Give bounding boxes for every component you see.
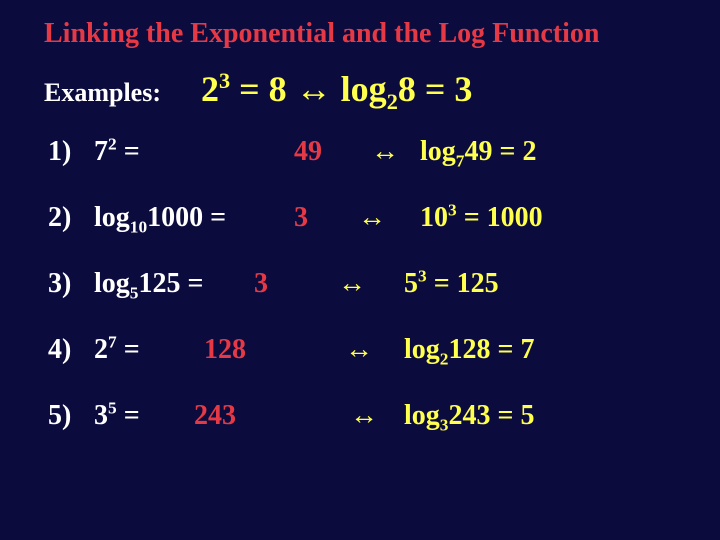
ex-log-arg: 8 <box>398 69 416 109</box>
log-arg: 1000 <box>147 202 203 233</box>
item-answer: 3 <box>254 268 300 300</box>
exp-base: 5 <box>404 268 418 299</box>
item-number: 3) <box>48 268 94 300</box>
ex-exp-base: 2 <box>201 69 219 109</box>
item-lhs: 72 = <box>94 136 294 168</box>
item-number: 5) <box>48 400 94 432</box>
item-answer: 128 <box>204 334 314 366</box>
arrow-icon: ↔ <box>314 334 404 366</box>
item-answer: 3 <box>294 202 324 234</box>
item-number: 4) <box>48 334 94 366</box>
arrow-icon: ↔ <box>350 136 420 168</box>
log-val: 2 <box>522 136 536 167</box>
examples-label: Examples: <box>44 78 161 108</box>
arrow-icon: ↔ <box>324 202 420 234</box>
log-arg: 243 <box>448 400 490 431</box>
example-row: Examples: 23 = 8 ↔ log28 = 3 <box>44 68 690 110</box>
list-item: 5) 35 = 243 ↔ log3243 = 5 <box>48 400 690 432</box>
list-item: 3) log5125 = 3 ↔ 53 = 125 <box>48 268 690 300</box>
item-answer: 243 <box>194 400 324 432</box>
item-lhs: log5125 = <box>94 268 254 300</box>
item-answer: 49 <box>294 136 350 168</box>
exp-val: 125 <box>457 268 499 299</box>
arrow-icon: ↔ <box>324 400 404 432</box>
slide-title: Linking the Exponential and the Log Func… <box>44 18 690 50</box>
exp-pow: 3 <box>448 201 457 220</box>
log-val: 7 <box>520 334 534 365</box>
log-arg: 125 <box>138 268 180 299</box>
item-number: 1) <box>48 136 94 168</box>
example-main: 23 = 8 ↔ log28 = 3 <box>201 68 472 110</box>
item-rhs: log2128 = 7 <box>404 334 534 366</box>
ex-exp-pow: 3 <box>219 68 230 93</box>
ex-log-base: 2 <box>387 89 398 114</box>
ex-log-val: 3 <box>454 69 472 109</box>
ex-arrow: ↔ <box>296 69 332 109</box>
exp-pow: 5 <box>108 399 117 418</box>
item-lhs: 35 = <box>94 400 194 432</box>
item-rhs: 53 = 125 <box>404 268 499 300</box>
item-number: 2) <box>48 202 94 234</box>
list-item: 1) 72 = 49 ↔ log749 = 2 <box>48 136 690 168</box>
exp-base: 2 <box>94 334 108 365</box>
exp-base: 10 <box>420 202 448 233</box>
arrow-icon: ↔ <box>300 268 404 300</box>
exp-val: 1000 <box>487 202 543 233</box>
slide: Linking the Exponential and the Log Func… <box>0 0 720 540</box>
exp-base: 3 <box>94 400 108 431</box>
list-item: 2) log101000 = 3 ↔ 103 = 1000 <box>48 202 690 234</box>
item-rhs: log3243 = 5 <box>404 400 534 432</box>
item-lhs: log101000 = <box>94 202 294 234</box>
exp-pow: 3 <box>418 267 427 286</box>
exp-pow: 7 <box>108 333 117 352</box>
item-rhs: log749 = 2 <box>420 136 536 168</box>
item-rhs: 103 = 1000 <box>420 202 543 234</box>
log-arg: 128 <box>448 334 490 365</box>
list-item: 4) 27 = 128 ↔ log2128 = 7 <box>48 334 690 366</box>
exp-base: 7 <box>94 136 108 167</box>
log-base: 10 <box>130 218 147 237</box>
log-val: 5 <box>520 400 534 431</box>
problem-list: 1) 72 = 49 ↔ log749 = 2 2) log101000 = 3… <box>48 136 690 432</box>
log-arg: 49 <box>464 136 492 167</box>
exp-pow: 2 <box>108 135 117 154</box>
item-lhs: 27 = <box>94 334 204 366</box>
ex-exp-val: 8 <box>269 69 287 109</box>
